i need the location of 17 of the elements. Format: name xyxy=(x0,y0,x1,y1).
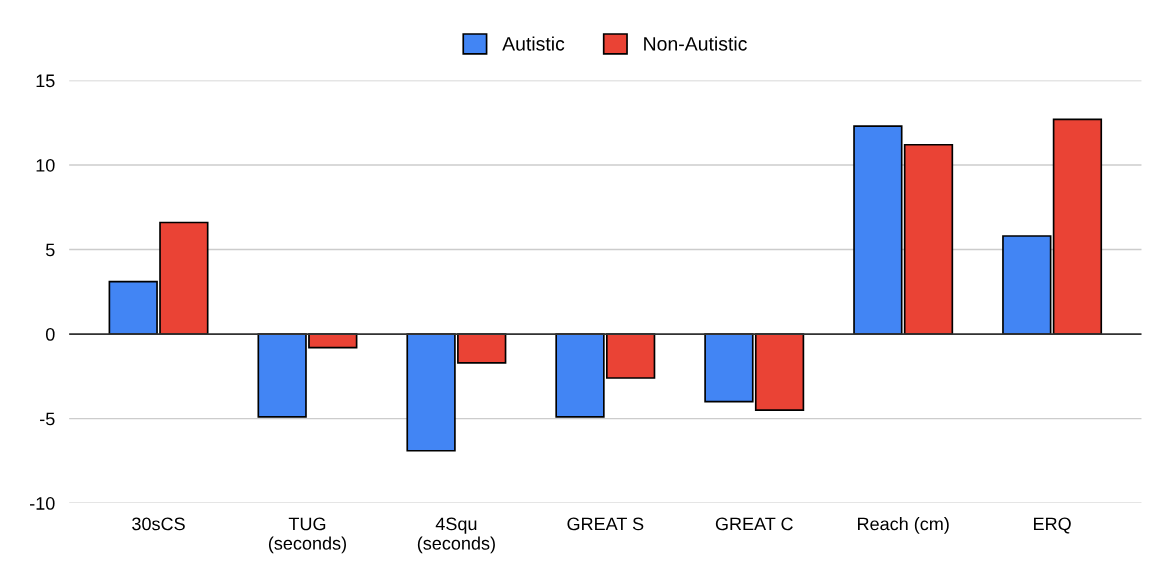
y-tick-label: 0 xyxy=(45,328,55,341)
bar xyxy=(1052,118,1103,335)
x-tick-label: Reach (cm) xyxy=(858,517,949,534)
y-tick-label: 15 xyxy=(36,74,55,88)
legend-label: Autistic xyxy=(502,36,565,51)
y-tick-label: 5 xyxy=(45,243,55,257)
x-tick-label: GREAT S xyxy=(567,517,644,531)
y-tick-label: 10 xyxy=(36,158,55,172)
y-tick-label: -5 xyxy=(40,412,55,426)
x-tick-label: 30sCS xyxy=(132,517,185,531)
legend-label: Non-Autistic xyxy=(644,36,747,51)
y-tick-label: -10 xyxy=(30,497,55,510)
x-tick-label: ERQ xyxy=(1034,517,1071,534)
x-tick-label: GREAT C xyxy=(715,517,793,531)
x-tick-label: TUG (seconds) xyxy=(268,517,346,554)
bar xyxy=(1002,235,1052,335)
x-tick-label: 4Squ (seconds) xyxy=(417,517,495,554)
